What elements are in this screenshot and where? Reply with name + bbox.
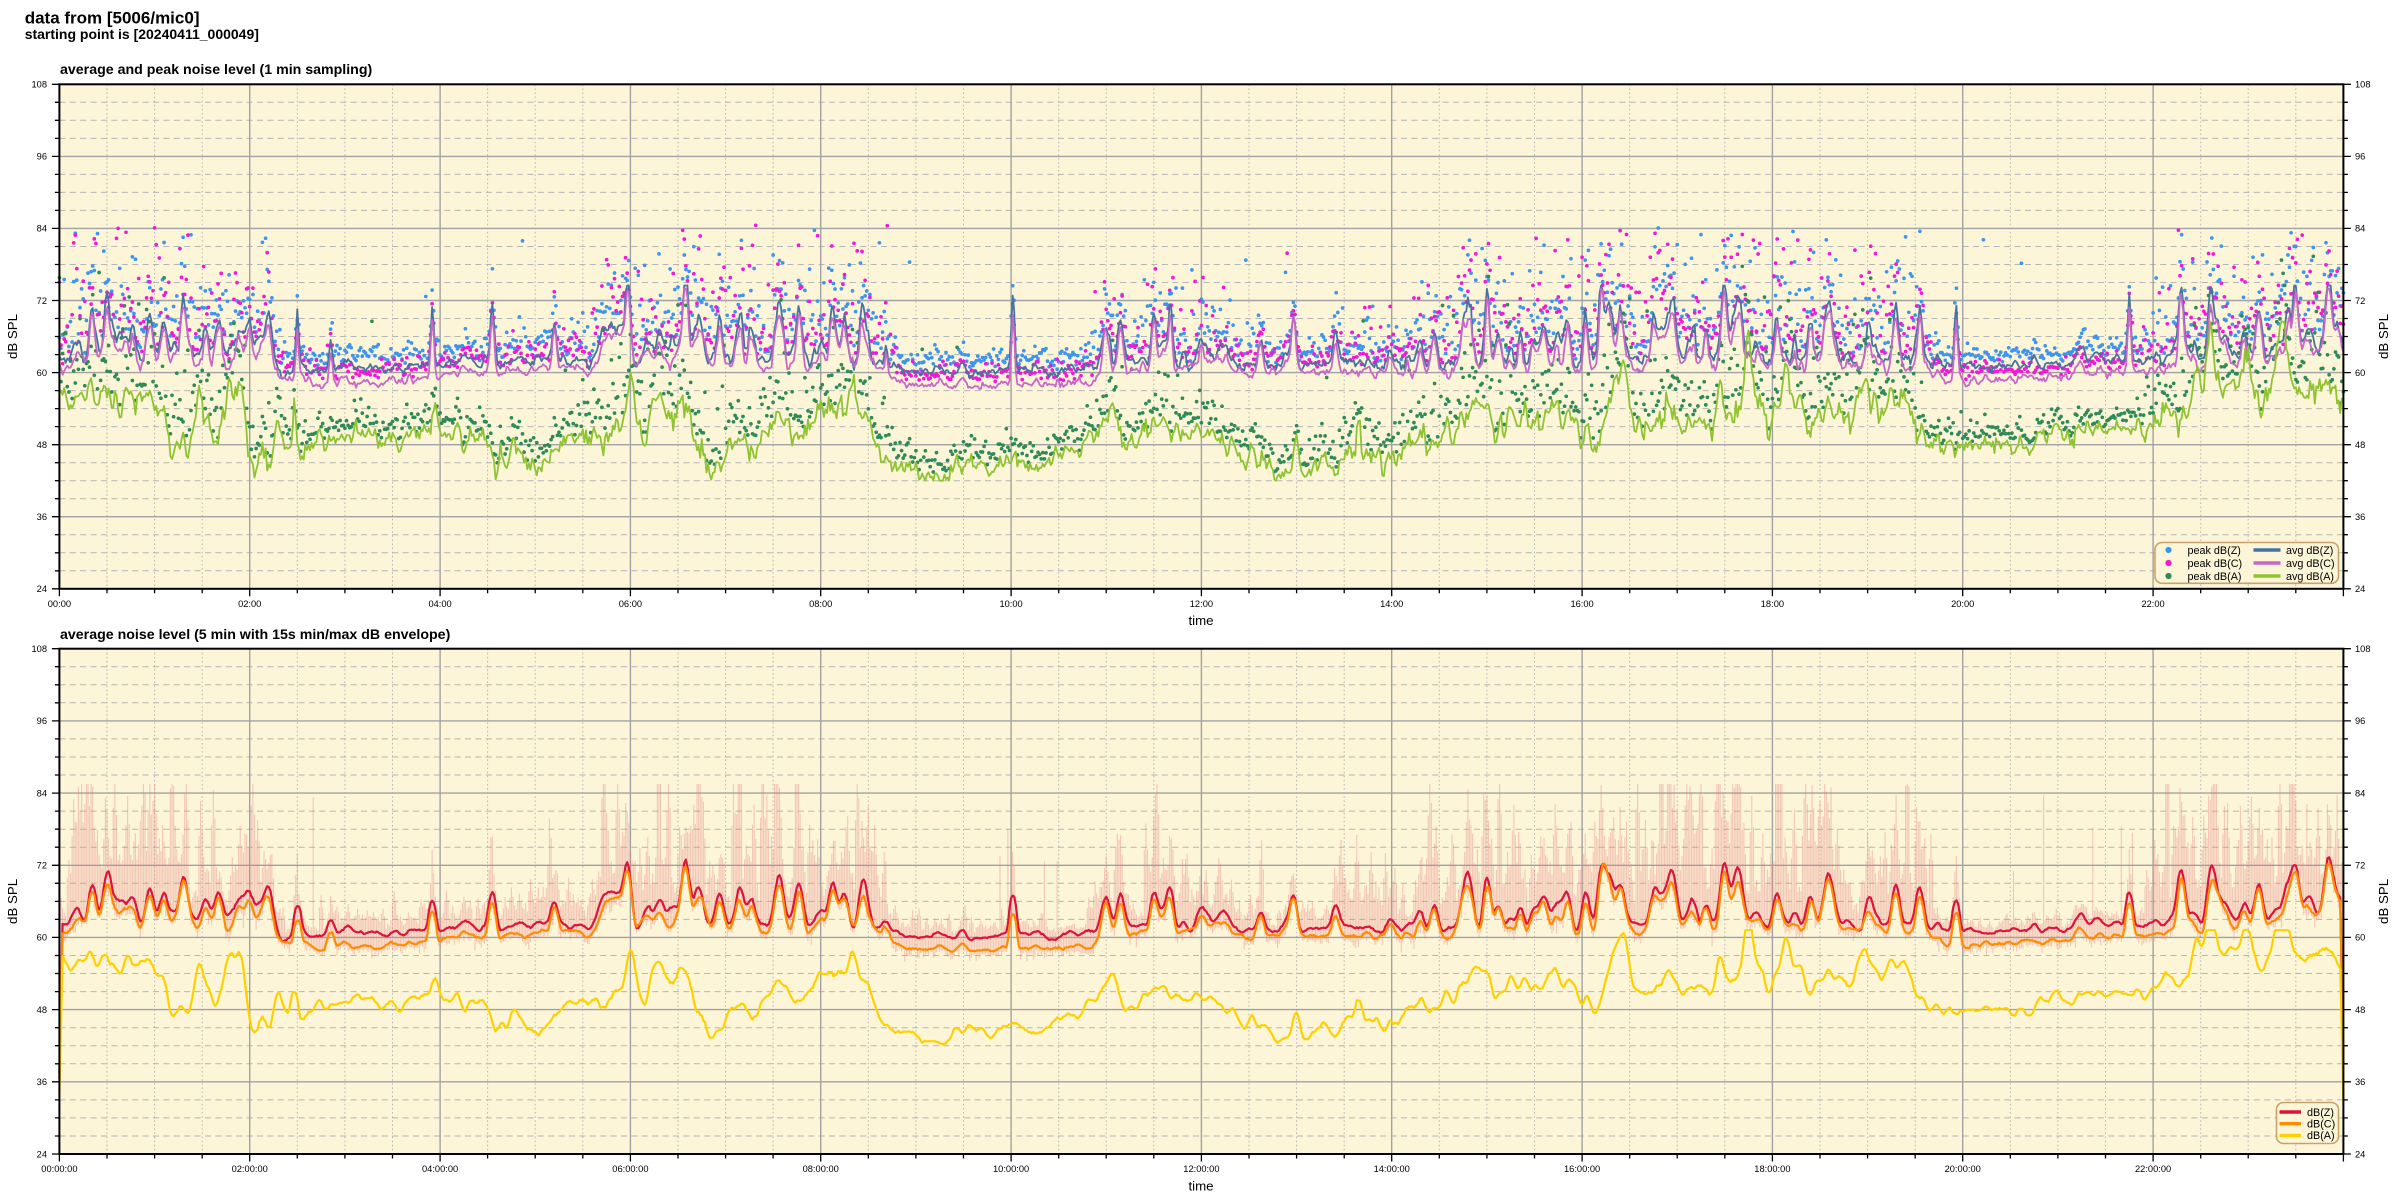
svg-text:60: 60 [37, 368, 47, 378]
svg-text:dB(A): dB(A) [2307, 1130, 2335, 1142]
svg-text:36: 36 [2355, 512, 2365, 522]
svg-text:48: 48 [37, 1005, 47, 1015]
svg-text:108: 108 [2355, 644, 2371, 654]
svg-text:02:00:00: 02:00:00 [232, 1164, 268, 1174]
svg-text:10:00: 10:00 [999, 599, 1022, 609]
svg-text:96: 96 [37, 152, 47, 162]
svg-text:48: 48 [37, 440, 47, 450]
svg-text:60: 60 [2355, 368, 2365, 378]
svg-text:08:00: 08:00 [809, 599, 832, 609]
svg-text:84: 84 [2355, 224, 2365, 234]
svg-text:avg dB(C): avg dB(C) [2286, 558, 2335, 570]
svg-text:16:00:00: 16:00:00 [1564, 1164, 1600, 1174]
svg-text:72: 72 [37, 296, 47, 306]
svg-text:60: 60 [2355, 933, 2365, 943]
svg-text:00:00: 00:00 [48, 599, 71, 609]
svg-text:12:00: 12:00 [1190, 599, 1213, 609]
svg-text:16:00: 16:00 [1570, 599, 1593, 609]
svg-text:36: 36 [37, 512, 47, 522]
svg-text:22:00:00: 22:00:00 [2135, 1164, 2171, 1174]
svg-text:24: 24 [37, 584, 47, 594]
svg-text:06:00: 06:00 [619, 599, 642, 609]
svg-text:48: 48 [2355, 1005, 2365, 1015]
svg-text:peak dB(C): peak dB(C) [2188, 558, 2243, 570]
svg-text:96: 96 [2355, 716, 2365, 726]
svg-text:22:00: 22:00 [2141, 599, 2164, 609]
svg-text:84: 84 [2355, 788, 2365, 798]
svg-text:data from [5006/mic0]: data from [5006/mic0] [25, 8, 200, 27]
svg-text:72: 72 [37, 861, 47, 871]
svg-text:18:00:00: 18:00:00 [1754, 1164, 1790, 1174]
svg-text:84: 84 [37, 788, 47, 798]
svg-text:average and peak noise level (: average and peak noise level (1 min samp… [60, 62, 373, 78]
svg-text:96: 96 [37, 716, 47, 726]
svg-text:20:00:00: 20:00:00 [1945, 1164, 1981, 1174]
svg-text:24: 24 [37, 1149, 47, 1159]
svg-text:36: 36 [2355, 1077, 2365, 1087]
svg-text:time: time [1188, 613, 1213, 628]
svg-text:peak dB(Z): peak dB(Z) [2188, 545, 2241, 557]
svg-text:02:00: 02:00 [238, 599, 261, 609]
svg-text:10:00:00: 10:00:00 [993, 1164, 1029, 1174]
svg-text:dB(Z): dB(Z) [2307, 1107, 2334, 1119]
svg-text:avg dB(A): avg dB(A) [2286, 571, 2334, 583]
svg-text:108: 108 [31, 644, 47, 654]
svg-text:08:00:00: 08:00:00 [803, 1164, 839, 1174]
svg-text:18:00: 18:00 [1761, 599, 1784, 609]
svg-text:96: 96 [2355, 152, 2365, 162]
svg-text:peak dB(A): peak dB(A) [2188, 571, 2242, 583]
svg-text:06:00:00: 06:00:00 [612, 1164, 648, 1174]
svg-text:36: 36 [37, 1077, 47, 1087]
svg-text:dB SPL: dB SPL [5, 314, 20, 359]
svg-text:average noise level (5 min wit: average noise level (5 min with 15s min/… [60, 627, 451, 643]
svg-text:dB SPL: dB SPL [2376, 879, 2391, 924]
svg-text:108: 108 [2355, 80, 2371, 90]
svg-text:72: 72 [2355, 861, 2365, 871]
svg-text:24: 24 [2355, 584, 2365, 594]
svg-text:04:00: 04:00 [428, 599, 451, 609]
svg-text:avg dB(Z): avg dB(Z) [2286, 545, 2333, 557]
svg-text:dB SPL: dB SPL [2376, 314, 2391, 359]
svg-text:14:00: 14:00 [1380, 599, 1403, 609]
svg-text:time: time [1188, 1179, 1213, 1194]
svg-text:00:00:00: 00:00:00 [41, 1164, 77, 1174]
svg-text:84: 84 [37, 224, 47, 234]
svg-text:dB SPL: dB SPL [5, 879, 20, 924]
svg-text:24: 24 [2355, 1149, 2365, 1159]
svg-text:20:00: 20:00 [1951, 599, 1974, 609]
svg-text:60: 60 [37, 933, 47, 943]
svg-text:14:00:00: 14:00:00 [1374, 1164, 1410, 1174]
svg-text:108: 108 [31, 80, 47, 90]
svg-text:48: 48 [2355, 440, 2365, 450]
svg-text:04:00:00: 04:00:00 [422, 1164, 458, 1174]
svg-text:starting point is [20240411_00: starting point is [20240411_000049] [25, 26, 259, 42]
svg-text:72: 72 [2355, 296, 2365, 306]
svg-text:12:00:00: 12:00:00 [1183, 1164, 1219, 1174]
svg-text:dB(C): dB(C) [2307, 1119, 2335, 1131]
